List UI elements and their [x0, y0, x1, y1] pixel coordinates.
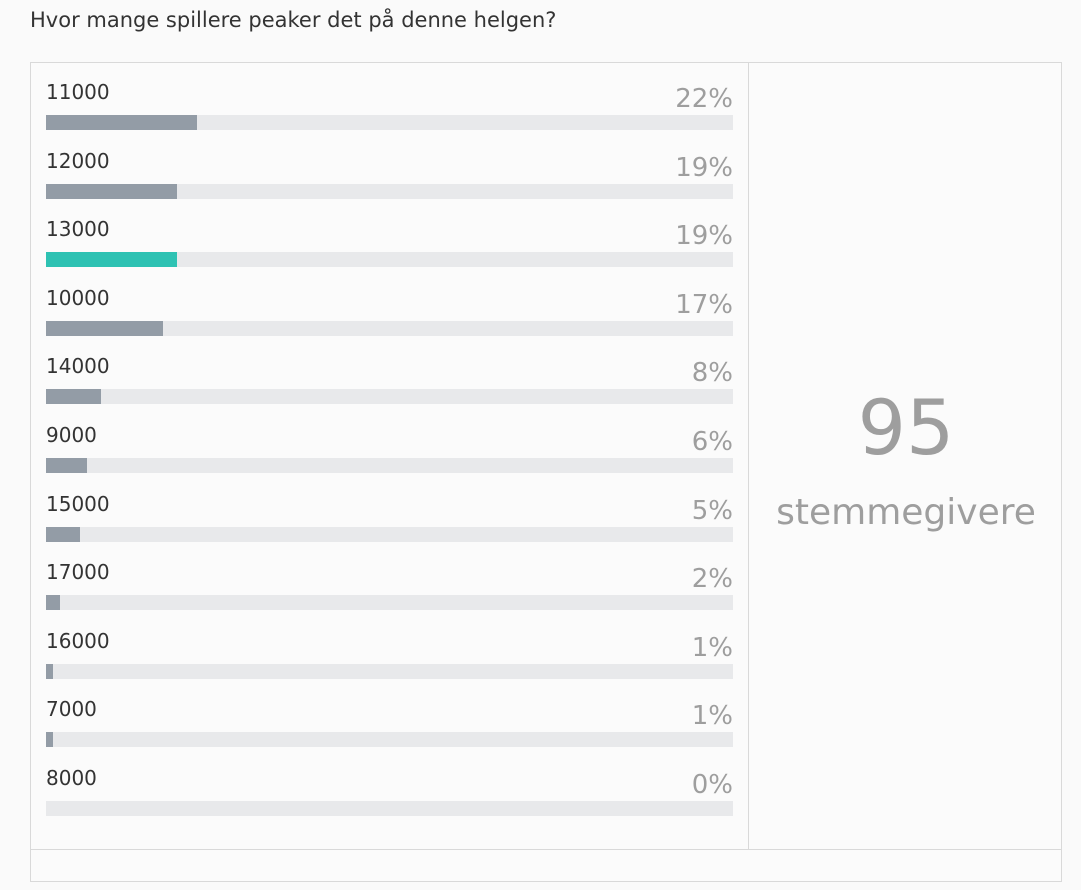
poll-option-bar-fill: [46, 458, 87, 473]
poll-option-bar-fill: [46, 320, 163, 336]
poll-option[interactable]: 13000 19%: [46, 200, 733, 268]
poll-option-label: 15000: [46, 491, 110, 516]
poll-option-percent: 1%: [691, 701, 733, 732]
voter-label: stemmegivere: [776, 492, 1036, 533]
poll-option-bar-fill: [46, 663, 53, 679]
poll-options-list: 11000 22% 12000 19% 13000 19% 10000 17% 14000 8% 9…: [31, 63, 749, 849]
poll-option-label: 10000: [46, 285, 110, 310]
poll-option-percent: 2%: [691, 564, 733, 595]
poll-option-label: 11000: [46, 80, 110, 104]
poll-option-percent: 17%: [675, 289, 733, 320]
poll-option-bar-fill: [46, 732, 53, 748]
poll-option-label: 17000: [46, 560, 110, 585]
poll-option[interactable]: 15000 5%: [46, 475, 733, 542]
poll-option-percent: 8%: [691, 358, 733, 389]
poll-option-bar-track: [46, 458, 733, 473]
poll-option-bar-track: [46, 732, 733, 748]
poll-option-label: 12000: [46, 148, 110, 173]
poll-option-label: 14000: [46, 354, 110, 379]
poll-option-bar-fill: [46, 115, 197, 130]
poll-option-bar-fill: [46, 183, 177, 199]
poll-option-bar-track: [46, 526, 733, 542]
poll-option[interactable]: 9000 6%: [46, 406, 733, 473]
poll-results: 11000 22% 12000 19% 13000 19% 10000 17% 14000 8% 9…: [30, 62, 1062, 882]
poll-option-percent: 22%: [675, 84, 733, 114]
poll-option[interactable]: 14000 8%: [46, 337, 733, 405]
poll-option-bar-track: [46, 389, 733, 405]
poll-option-bar-track: [46, 663, 733, 679]
poll-option-label: 8000: [46, 766, 97, 790]
poll-summary: 95 stemmegivere: [749, 63, 1063, 849]
poll-option-label: 9000: [46, 423, 97, 447]
poll-option-bar-track: [46, 595, 733, 611]
poll-option[interactable]: 12000 19%: [46, 132, 733, 199]
poll-question: Hvor mange spillere peaker det på denne …: [30, 8, 557, 32]
poll-option[interactable]: 11000 22%: [46, 63, 733, 130]
poll-option-bar-fill: [46, 252, 177, 268]
poll-option-percent: 19%: [675, 221, 733, 252]
poll-option[interactable]: 10000 17%: [46, 269, 733, 336]
poll-option-percent: 0%: [691, 770, 733, 800]
poll-option[interactable]: 16000 1%: [46, 612, 733, 679]
poll-option-bar-track: [46, 183, 733, 199]
poll-option-bar-track: [46, 115, 733, 130]
poll-option-bar-fill: [46, 389, 101, 405]
poll-option[interactable]: 17000 2%: [46, 543, 733, 611]
poll-option-label: 7000: [46, 697, 97, 722]
poll-option-bar-track: [46, 801, 733, 816]
poll-option-bar-fill: [46, 595, 60, 611]
poll-option-percent: 19%: [675, 152, 733, 183]
poll-option-bar-fill: [46, 526, 80, 542]
poll-option-label: 16000: [46, 628, 110, 653]
poll-footer: [31, 849, 1061, 890]
poll-option-percent: 6%: [691, 427, 733, 457]
poll-option[interactable]: 7000 1%: [46, 680, 733, 748]
poll-option-bar-track: [46, 320, 733, 336]
poll-option-percent: 1%: [691, 632, 733, 663]
poll-option-bar-track: [46, 252, 733, 268]
voter-count: 95: [857, 383, 955, 472]
poll-option-percent: 5%: [691, 495, 733, 526]
poll-option[interactable]: 8000 0%: [46, 749, 733, 816]
poll-option-label: 13000: [46, 217, 110, 242]
